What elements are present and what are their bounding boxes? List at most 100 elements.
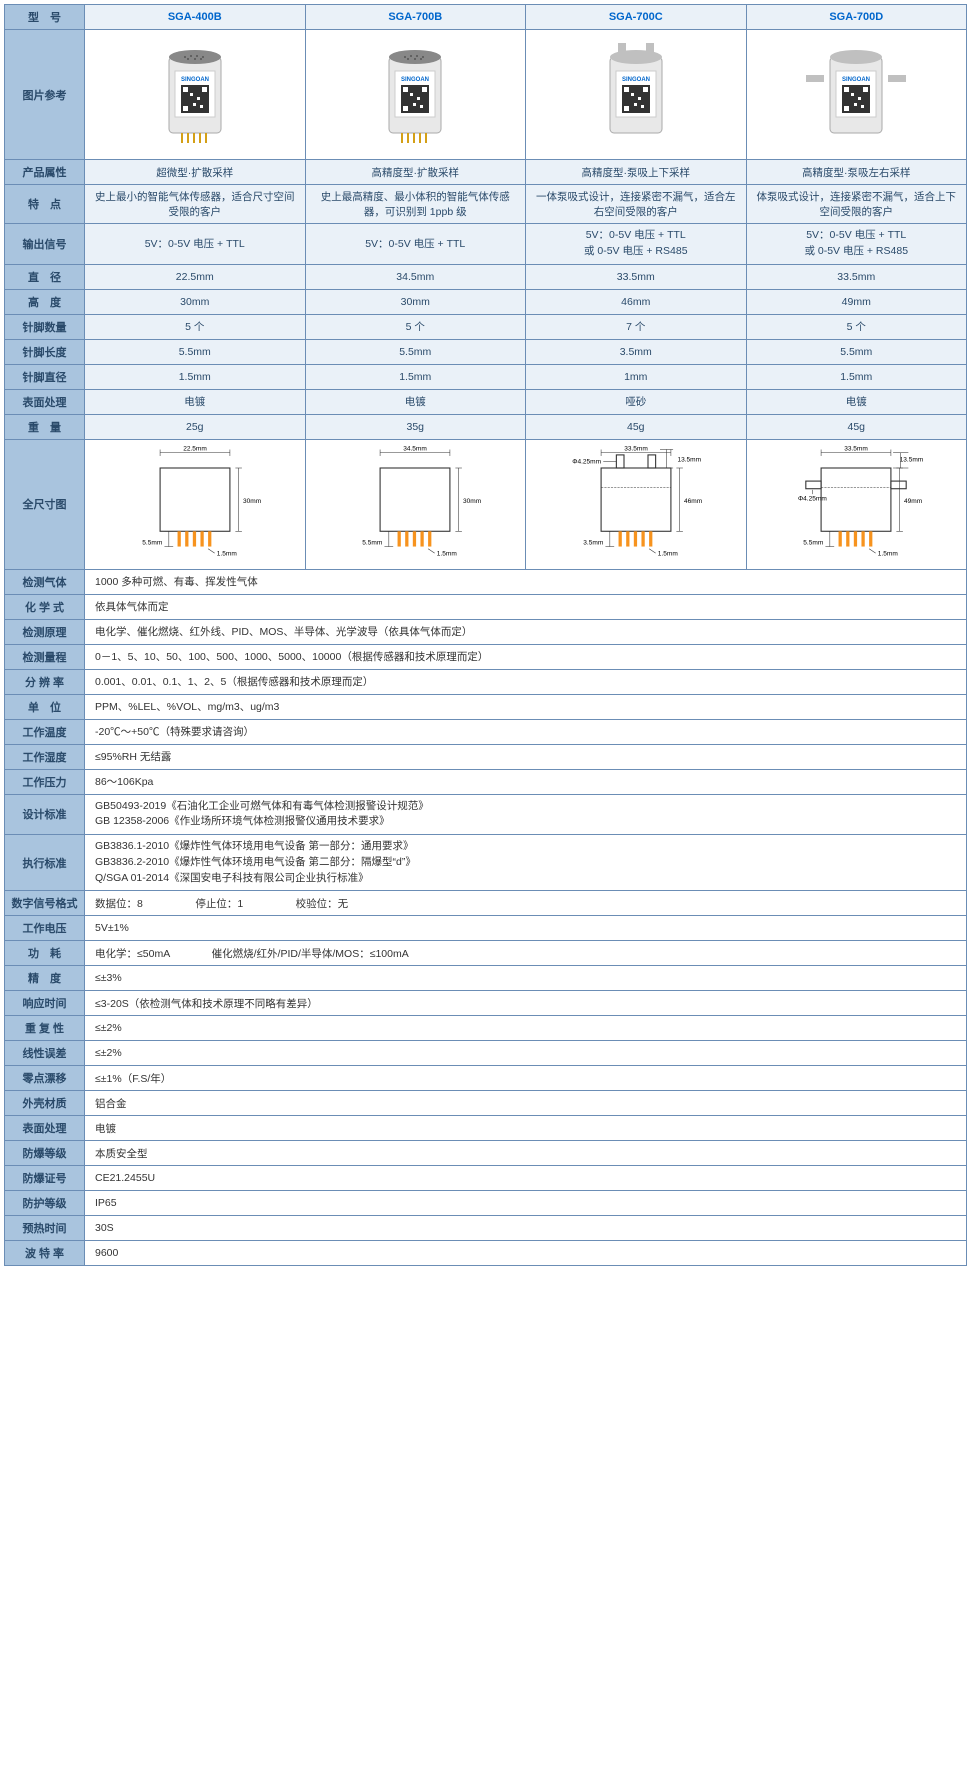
cell-formula: 依具体气体而定: [85, 594, 967, 619]
cell-height-3: 49mm: [746, 289, 967, 314]
svg-text:5.5mm: 5.5mm: [142, 539, 163, 546]
cell-pin_len-3: 5.5mm: [746, 339, 967, 364]
cell-unit: PPM、%LEL、%VOL、mg/m3、ug/m3: [85, 694, 967, 719]
row-label-diameter: 直 径: [5, 264, 85, 289]
row-label-unit: 单 位: [5, 694, 85, 719]
svg-text:22.5mm: 22.5mm: [183, 446, 207, 453]
cell-response: ≤3-20S（依检测气体和技术原理不同略有差异）: [85, 991, 967, 1016]
cell-pin_len-0: 5.5mm: [85, 339, 306, 364]
cell-precision: ≤±3%: [85, 966, 967, 991]
cell-power: 电化学：≤50mA 催化燃烧/红外/PID/半导体/MOS：≤100mA: [85, 941, 967, 966]
svg-text:SINGOAN: SINGOAN: [401, 77, 429, 83]
row-label-design_std: 设计标准: [5, 794, 85, 835]
svg-text:30mm: 30mm: [463, 498, 482, 505]
row-label-principle: 检测原理: [5, 619, 85, 644]
cell-feature-2: 一体泵吸式设计，连接紧密不漏气，适合左右空间受限的客户: [526, 185, 747, 224]
model-header-1: SGA-700B: [305, 5, 526, 30]
svg-text:13.5mm: 13.5mm: [677, 456, 701, 463]
row-label-pin_dia: 针脚直径: [5, 364, 85, 389]
row-label-full_dim: 全尺寸图: [5, 439, 85, 569]
svg-text:33.5mm: 33.5mm: [624, 446, 648, 453]
dimension-diagram-1: 34.5mm30mm5.5mm1.5mm: [305, 439, 526, 569]
cell-weight-1: 35g: [305, 414, 526, 439]
cell-work_temp: -20℃～+50℃（特殊要求请咨询）: [85, 719, 967, 744]
cell-output-3: 5V：0-5V 电压 + TTL或 0-5V 电压 + RS485: [746, 224, 967, 265]
cell-output-2: 5V：0-5V 电压 + TTL或 0-5V 电压 + RS485: [526, 224, 747, 265]
cell-zero_drift: ≤±1%（F.S/年）: [85, 1066, 967, 1091]
cell-gas: 1000 多种可燃、有毒、挥发性气体: [85, 569, 967, 594]
product-image-3: SINGOAN: [746, 30, 967, 160]
row-label-ip: 防护等级: [5, 1191, 85, 1216]
cell-height-1: 30mm: [305, 289, 526, 314]
svg-text:1.5mm: 1.5mm: [217, 550, 238, 557]
row-label-resolution: 分 辨 率: [5, 669, 85, 694]
cell-explosion: 本质安全型: [85, 1141, 967, 1166]
row-label-range: 检测量程: [5, 644, 85, 669]
dimension-diagram-3: 33.5mmΦ4.25mm13.5mm49mm5.5mm1.5mm: [746, 439, 967, 569]
row-label-weight: 重 量: [5, 414, 85, 439]
svg-text:1.5mm: 1.5mm: [878, 550, 899, 557]
model-header-2: SGA-700C: [526, 5, 747, 30]
cell-diameter-2: 33.5mm: [526, 264, 747, 289]
cell-weight-2: 45g: [526, 414, 747, 439]
product-image-2: SINGOAN: [526, 30, 747, 160]
cell-feature-1: 史上最高精度、最小体积的智能气体传感器，可识别到 1ppb 级: [305, 185, 526, 224]
cell-linear: ≤±2%: [85, 1041, 967, 1066]
dimension-diagram-2: 33.5mmΦ4.25mm13.5mm46mm3.5mm1.5mm: [526, 439, 747, 569]
row-label-image_ref: 图片参考: [5, 30, 85, 160]
cell-height-0: 30mm: [85, 289, 306, 314]
cell-pin_dia-0: 1.5mm: [85, 364, 306, 389]
row-label-preheat: 预热时间: [5, 1216, 85, 1241]
cell-surface1-3: 电镀: [746, 389, 967, 414]
cell-pin_count-0: 5 个: [85, 314, 306, 339]
svg-text:5.5mm: 5.5mm: [804, 539, 825, 546]
cell-work_hum: ≤95%RH 无结露: [85, 744, 967, 769]
svg-text:34.5mm: 34.5mm: [403, 446, 427, 453]
row-label-work_press: 工作压力: [5, 769, 85, 794]
cell-digital_fmt: 数据位：8 停止位：1 校验位：无: [85, 891, 967, 916]
cell-output-0: 5V：0-5V 电压 + TTL: [85, 224, 306, 265]
row-label-surface2: 表面处理: [5, 1116, 85, 1141]
row-label-explosion: 防爆等级: [5, 1141, 85, 1166]
row-label-exec_std: 执行标准: [5, 835, 85, 891]
row-label-zero_drift: 零点漂移: [5, 1066, 85, 1091]
cell-prod_attr-2: 高精度型·泵吸上下采样: [526, 160, 747, 185]
cell-work_press: 86～106Kpa: [85, 769, 967, 794]
svg-text:SINGOAN: SINGOAN: [181, 77, 209, 83]
row-label-height: 高 度: [5, 289, 85, 314]
cell-pin_len-1: 5.5mm: [305, 339, 526, 364]
cell-exec_std: GB3836.1-2010《爆炸性气体环境用电气设备 第一部分：通用要求》GB3…: [85, 835, 967, 891]
svg-text:1.5mm: 1.5mm: [658, 550, 679, 557]
product-image-1: SINGOAN: [305, 30, 526, 160]
row-label-work_volt: 工作电压: [5, 916, 85, 941]
cell-pin_count-2: 7 个: [526, 314, 747, 339]
cell-range: 0－1、5、10、50、100、500、1000、5000、10000（根据传感…: [85, 644, 967, 669]
cell-prod_attr-1: 高精度型·扩散采样: [305, 160, 526, 185]
cell-output-1: 5V：0-5V 电压 + TTL: [305, 224, 526, 265]
cell-repeat: ≤±2%: [85, 1016, 967, 1041]
cell-diameter-0: 22.5mm: [85, 264, 306, 289]
cell-pin_dia-3: 1.5mm: [746, 364, 967, 389]
svg-text:1.5mm: 1.5mm: [437, 550, 458, 557]
cell-weight-0: 25g: [85, 414, 306, 439]
svg-text:SINGOAN: SINGOAN: [842, 77, 870, 83]
spec-table: 型 号SGA-400BSGA-700BSGA-700CSGA-700D图片参考S…: [4, 4, 967, 1266]
col-model-label: 型 号: [5, 5, 85, 30]
cell-surface1-1: 电镀: [305, 389, 526, 414]
cell-exp_cert: CE21.2455U: [85, 1166, 967, 1191]
svg-text:3.5mm: 3.5mm: [583, 539, 604, 546]
row-label-digital_fmt: 数字信号格式: [5, 891, 85, 916]
svg-text:46mm: 46mm: [684, 498, 703, 505]
cell-feature-3: 体泵吸式设计，连接紧密不漏气，适合上下空间受限的客户: [746, 185, 967, 224]
cell-diameter-1: 34.5mm: [305, 264, 526, 289]
row-label-repeat: 重 复 性: [5, 1016, 85, 1041]
cell-diameter-3: 33.5mm: [746, 264, 967, 289]
dimension-diagram-0: 22.5mm30mm5.5mm1.5mm: [85, 439, 306, 569]
svg-text:33.5mm: 33.5mm: [844, 446, 868, 453]
row-label-precision: 精 度: [5, 966, 85, 991]
row-label-output: 输出信号: [5, 224, 85, 265]
cell-surface1-2: 哑砂: [526, 389, 747, 414]
row-label-exp_cert: 防爆证号: [5, 1166, 85, 1191]
row-label-pin_len: 针脚长度: [5, 339, 85, 364]
row-label-response: 响应时间: [5, 991, 85, 1016]
